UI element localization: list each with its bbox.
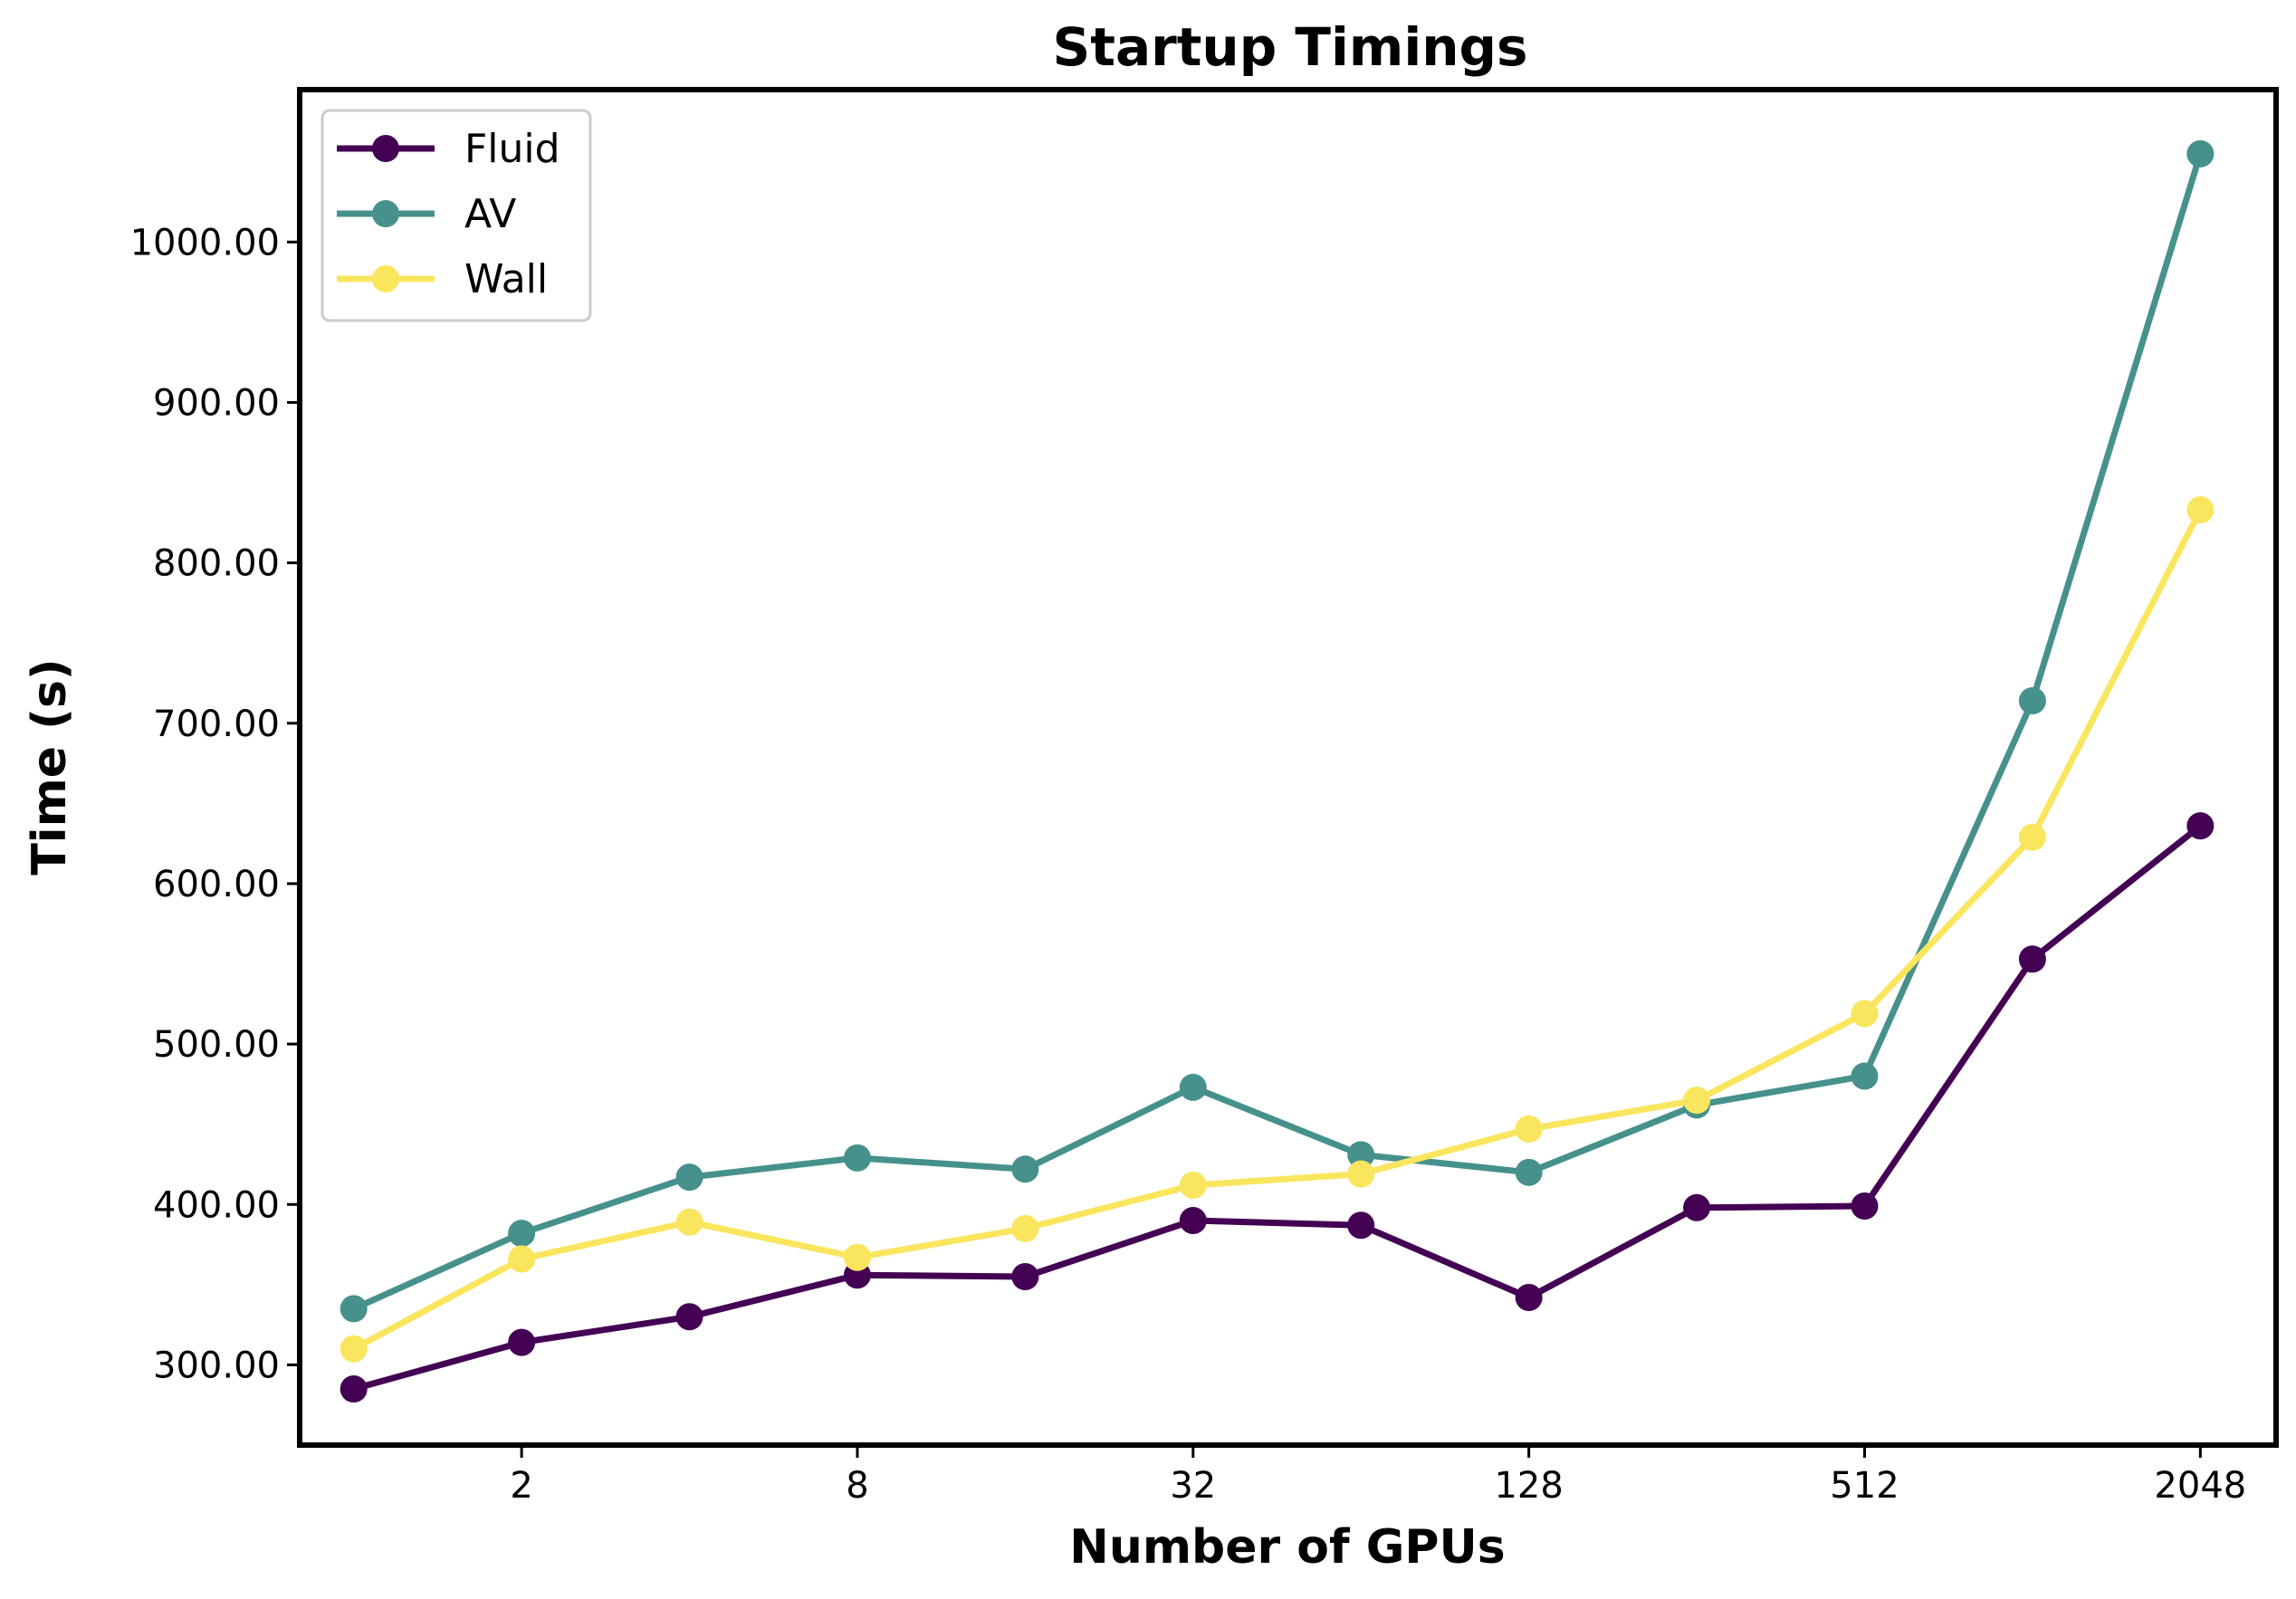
data-point-wall	[1347, 1161, 1374, 1188]
legend-label-av: AV	[464, 191, 516, 237]
data-point-fluid	[2019, 945, 2046, 972]
y-tick-label: 300.00	[153, 1345, 280, 1386]
y-tick-label: 700.00	[153, 704, 280, 745]
legend-label-wall: Wall	[464, 256, 548, 302]
data-point-wall	[1180, 1172, 1207, 1199]
data-point-wall	[1683, 1087, 1710, 1114]
data-point-fluid	[1347, 1211, 1374, 1239]
y-axis-label: Time (s)	[23, 658, 77, 875]
data-point-av	[1516, 1159, 1543, 1186]
data-point-fluid	[1011, 1263, 1038, 1290]
data-point-av	[844, 1144, 871, 1172]
y-tick-label: 1000.00	[130, 222, 280, 263]
data-point-fluid	[340, 1375, 368, 1403]
data-point-wall	[844, 1244, 871, 1271]
y-tick-label: 400.00	[153, 1184, 280, 1226]
data-point-fluid	[1683, 1194, 1710, 1221]
data-point-fluid	[676, 1303, 703, 1330]
data-point-wall	[676, 1209, 703, 1236]
data-point-wall	[1516, 1115, 1543, 1143]
data-point-av	[676, 1163, 703, 1191]
data-point-wall	[2186, 496, 2214, 523]
x-tick-label: 8	[846, 1465, 868, 1507]
legend-marker-wall	[372, 265, 399, 292]
x-axis-label: Number of GPUs	[1069, 1520, 1505, 1575]
data-point-fluid	[1851, 1192, 1878, 1220]
x-tick-label: 128	[1494, 1465, 1563, 1507]
x-tick-label: 32	[1170, 1465, 1216, 1507]
x-tick-label: 512	[1830, 1465, 1899, 1507]
legend: Fluid AV Wall	[322, 110, 590, 321]
data-point-fluid	[508, 1329, 535, 1356]
y-tick-label: 800.00	[153, 543, 280, 585]
data-point-av	[1011, 1155, 1038, 1182]
y-tick-label: 500.00	[153, 1024, 280, 1066]
legend-marker-fluid	[372, 135, 399, 162]
data-point-av	[2186, 140, 2214, 168]
data-point-av	[340, 1295, 368, 1322]
data-point-wall	[340, 1336, 368, 1363]
data-point-wall	[1011, 1215, 1038, 1242]
legend-marker-av	[372, 200, 399, 227]
y-tick-label: 900.00	[153, 382, 280, 424]
y-tick-label: 600.00	[153, 864, 280, 905]
chart-title: Startup Timings	[1052, 16, 1527, 78]
data-point-av	[1851, 1063, 1878, 1090]
x-tick-label: 2	[510, 1465, 532, 1507]
x-tick-label: 2048	[2154, 1465, 2246, 1507]
data-point-wall	[1851, 1000, 1878, 1027]
data-point-av	[2019, 687, 2046, 714]
data-point-fluid	[2186, 812, 2214, 839]
data-point-fluid	[1516, 1284, 1543, 1311]
data-point-wall	[508, 1245, 535, 1272]
data-point-av	[1180, 1074, 1207, 1101]
data-point-fluid	[1180, 1207, 1207, 1234]
legend-label-fluid: Fluid	[464, 126, 560, 172]
data-point-av	[508, 1220, 535, 1247]
data-point-wall	[2019, 824, 2046, 851]
